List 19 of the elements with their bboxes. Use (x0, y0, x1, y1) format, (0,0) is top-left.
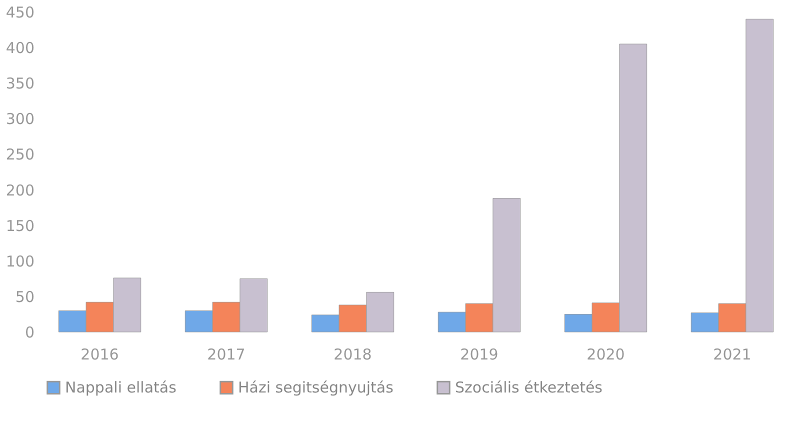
y-tick-label: 400 (6, 39, 34, 58)
y-tick-label: 150 (6, 216, 34, 235)
y-tick-label: 100 (6, 252, 34, 270)
y-tick-label: 50 (15, 288, 34, 306)
x-tick-label: 2018 (334, 346, 372, 364)
y-tick-label: 350 (6, 74, 34, 93)
y-tick-label: 300 (6, 110, 34, 128)
y-tick-label: 200 (6, 181, 34, 200)
x-tick-label: 2017 (207, 346, 246, 364)
legend-label: Házi segitségnyujtás (238, 378, 394, 397)
legend-label: Nappali ellatás (65, 378, 177, 397)
x-tick-label: 2016 (80, 346, 119, 364)
x-tick-label: 2020 (586, 346, 625, 364)
x-tick-label: 2021 (713, 346, 752, 364)
y-tick-label: 0 (24, 324, 34, 342)
x-tick-label: 2019 (460, 346, 498, 364)
legend-label: Szociális étkeztetés (455, 378, 603, 397)
y-tick-label: 450 (6, 4, 34, 22)
y-tick-label: 250 (6, 146, 34, 164)
